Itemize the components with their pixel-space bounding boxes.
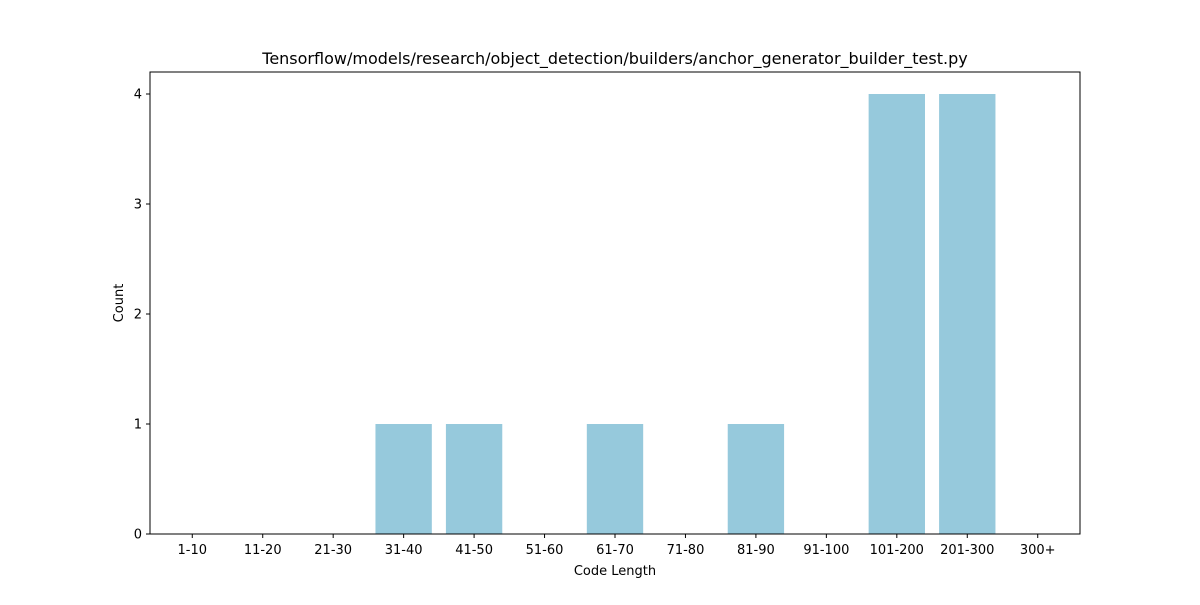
y-tick-label: 3 [134,198,142,213]
x-tick-label: 1-10 [178,543,208,558]
x-tick-label: 300+ [1020,543,1056,558]
bar [939,94,996,534]
x-tick-label: 21-30 [314,543,352,558]
bar [375,424,432,534]
x-tick-label: 81-90 [737,543,775,558]
bars-layer [375,94,996,534]
y-axis: 0 1 2 3 4 [134,88,150,543]
bar [586,424,644,534]
bar [445,424,503,534]
x-tick-label: 51-60 [526,543,564,558]
x-tick-label: 11-20 [244,543,282,558]
bar [727,424,785,534]
x-axis: 1-10 11-20 21-30 31-40 41-50 51-60 61-70 71-80 8… [178,534,1056,558]
y-tick-label: 4 [134,88,142,103]
x-tick-label: 41-50 [455,543,493,558]
x-tick-label: 201-300 [940,543,994,558]
x-tick-label: 101-200 [870,543,924,558]
y-tick-label: 0 [134,528,142,543]
x-tick-label: 31-40 [385,543,423,558]
y-tick-label: 1 [134,418,142,433]
bar [868,94,925,534]
chart-title: Tensorflow/models/research/object_detect… [261,49,967,69]
x-axis-label: Code Length [574,564,656,579]
y-tick-label: 2 [134,308,142,323]
x-tick-label: 91-100 [803,543,849,558]
x-tick-label: 71-80 [667,543,705,558]
x-tick-label: 61-70 [596,543,634,558]
y-axis-label: Count [112,284,127,323]
